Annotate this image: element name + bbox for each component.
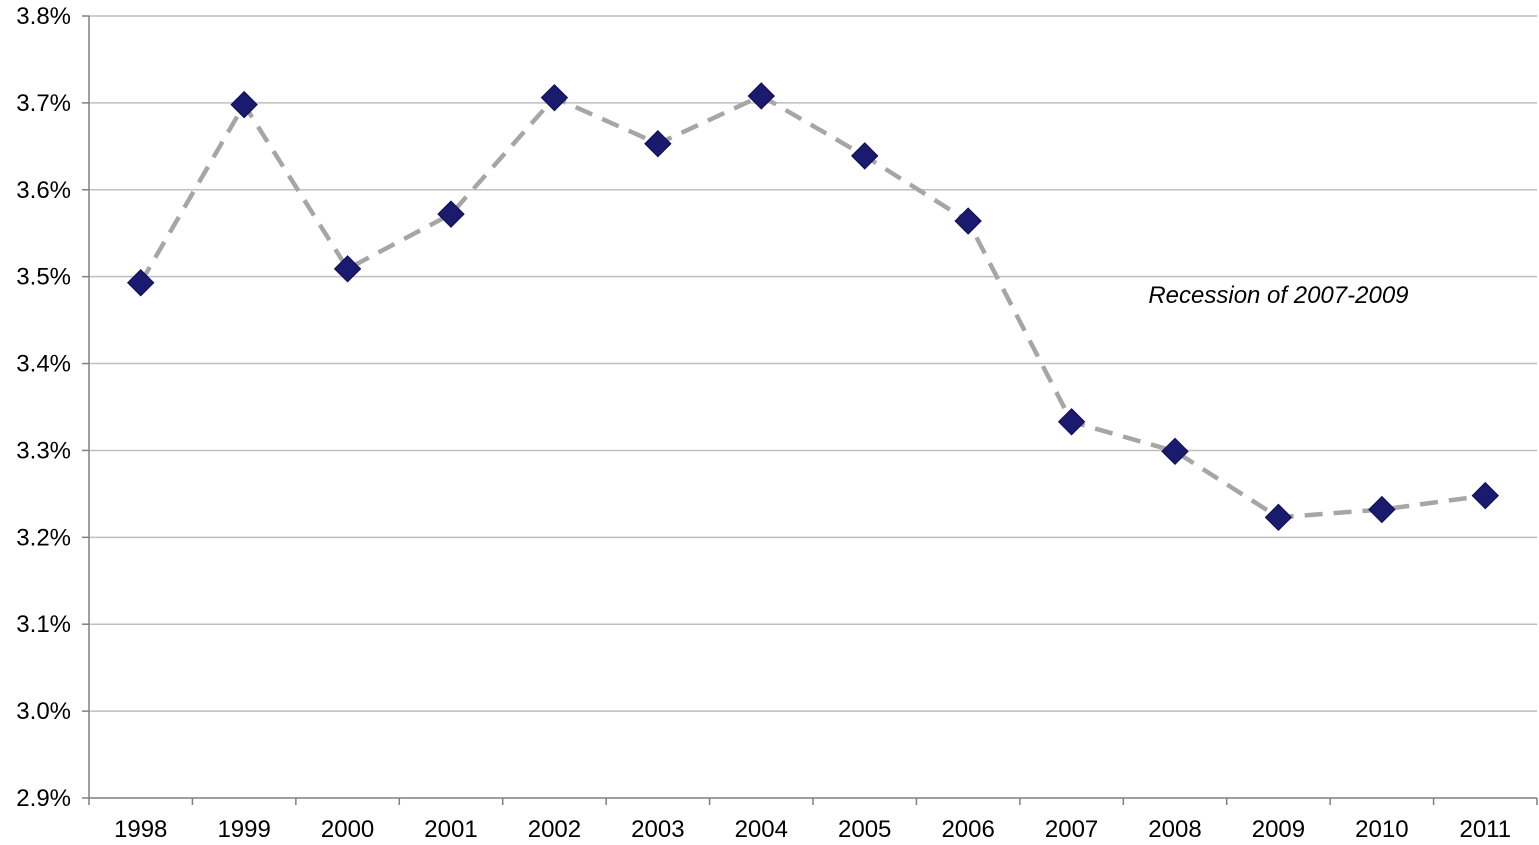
data-point-2007	[1057, 408, 1086, 436]
x-axis-tick-labels: 1998 1999 2000 2001 2002 2003 2004 2005 2006 2007…	[114, 816, 1511, 843]
y-axis-tick-labels: 2.9% 3.0% 3.1% 3.2% 3.3% 3.4% 3.5% 3.6% 3.7% 3.8%	[16, 3, 71, 812]
data-point-2006	[954, 207, 982, 235]
data-point-2009	[1264, 503, 1293, 532]
annotation-recession-label: Recession of 2007-2009	[1148, 282, 1408, 309]
y-tick-label: 3.8%	[16, 3, 71, 30]
x-tick-label-1998: 1998	[114, 816, 167, 843]
data-point-2008	[1161, 437, 1189, 466]
y-tick-label: 3.3%	[16, 437, 71, 464]
data-point-2010	[1368, 495, 1396, 524]
data-point-2001	[437, 200, 465, 228]
data-point-2000	[333, 255, 362, 283]
x-tick-label-2004: 2004	[735, 816, 788, 843]
x-tick-label-2005: 2005	[838, 816, 891, 843]
x-tick-label-2001: 2001	[424, 816, 477, 843]
data-point-1999	[230, 90, 258, 119]
data-point-2002	[540, 83, 569, 112]
series-markers	[127, 82, 1499, 532]
data-point-2004	[747, 82, 775, 110]
x-tick-label-2007: 2007	[1045, 816, 1098, 843]
x-tick-label-2008: 2008	[1148, 816, 1201, 843]
annotations: Recession of 2007-2009	[1148, 282, 1408, 309]
y-tick-label: 3.2%	[16, 524, 71, 551]
y-tick-label: 2.9%	[16, 785, 71, 812]
y-tick-label: 3.1%	[16, 611, 71, 638]
y-tick-label: 3.5%	[16, 264, 71, 291]
x-tick-label-2002: 2002	[528, 816, 581, 843]
axes	[82, 15, 1538, 805]
y-tick-label: 3.0%	[16, 698, 71, 725]
x-tick-label-2010: 2010	[1355, 816, 1408, 843]
y-tick-label: 3.6%	[16, 177, 71, 204]
data-point-2005	[851, 142, 879, 170]
data-point-1998	[127, 269, 155, 297]
x-tick-label-2000: 2000	[321, 816, 374, 843]
gridlines	[89, 15, 1537, 712]
data-point-2003	[644, 130, 672, 158]
series-line	[138, 93, 1486, 520]
x-tick-label-2003: 2003	[631, 816, 684, 843]
x-tick-label-2009: 2009	[1252, 816, 1305, 843]
x-tick-label-2011: 2011	[1459, 816, 1511, 843]
series-line-0	[138, 93, 1486, 520]
data-point-2011	[1471, 481, 1499, 510]
y-tick-label: 3.4%	[16, 351, 71, 378]
x-tick-label-1999: 1999	[217, 816, 270, 843]
y-tick-label: 3.7%	[16, 90, 71, 117]
x-tick-label-2006: 2006	[941, 816, 994, 843]
